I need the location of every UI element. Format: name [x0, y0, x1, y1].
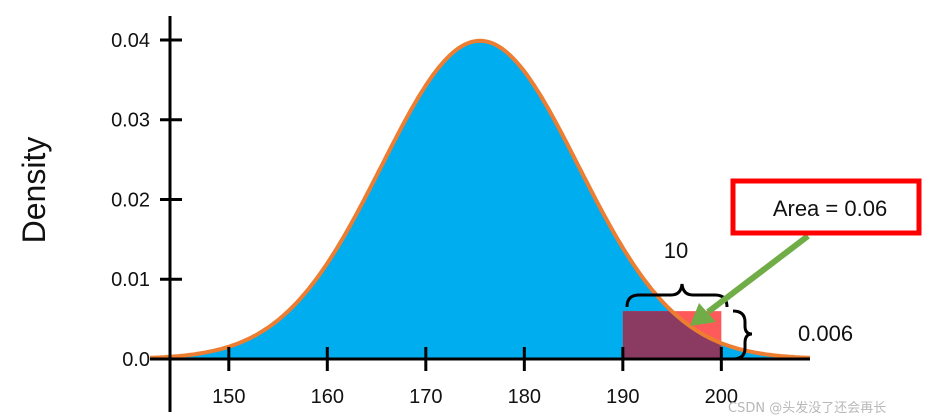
height-brace [732, 309, 753, 361]
y-tick-label: 0.0 [122, 349, 150, 371]
y-tick-label: 0.04 [111, 30, 150, 52]
x-tick-label: 200 [705, 386, 738, 408]
y-tick-label: 0.01 [111, 269, 150, 291]
y-tick-label: 0.03 [111, 110, 150, 132]
x-tick-label: 190 [606, 386, 639, 408]
width-label: 10 [664, 238, 688, 263]
density-curve [149, 38, 811, 360]
x-tick-label: 170 [409, 386, 442, 408]
x-tick-label: 150 [212, 386, 245, 408]
y-axis-ticks: 0.0 0.01 0.02 0.03 0.04 [111, 30, 182, 371]
area-callout-text: Area = 0.06 [773, 196, 887, 221]
height-label: 0.006 [798, 321, 853, 346]
watermark: CSDN @头发没了还会再长 [728, 400, 886, 416]
width-brace [625, 283, 729, 308]
area-callout-box [730, 178, 922, 236]
x-axis-ticks: 150 160 170 180 190 200 [212, 347, 738, 408]
density-area [150, 40, 810, 360]
area-arrow [690, 233, 810, 326]
y-tick-label: 0.02 [111, 189, 150, 211]
x-tick-label: 180 [508, 386, 541, 408]
y-axis-label: Density [16, 137, 52, 244]
x-tick-label: 160 [311, 386, 344, 408]
